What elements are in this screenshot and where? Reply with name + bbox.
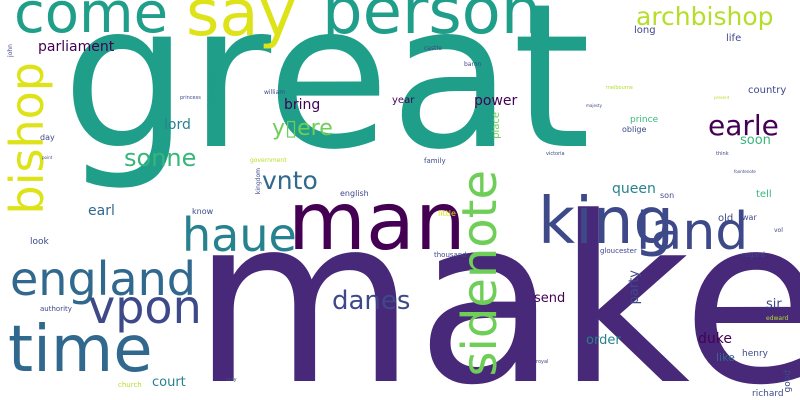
word-life: life bbox=[726, 33, 742, 44]
word-present: present bbox=[714, 95, 730, 100]
word-son: son bbox=[660, 191, 675, 200]
word-william: william bbox=[264, 89, 286, 96]
word-earle: earle bbox=[708, 109, 779, 142]
word-lord: lord bbox=[164, 117, 191, 133]
word-archbishop: archbishop bbox=[636, 2, 774, 31]
word-tell: tell bbox=[756, 189, 772, 200]
word-victoria: victoria bbox=[546, 151, 565, 157]
word-sir: sir bbox=[766, 297, 782, 312]
word-person: person bbox=[322, 0, 542, 49]
word-make: make bbox=[192, 169, 800, 400]
word-power: power bbox=[474, 93, 518, 109]
word-time: time bbox=[8, 313, 153, 387]
word-earl: earl bbox=[88, 203, 115, 219]
word-queen: queen bbox=[612, 181, 656, 197]
word-england: england bbox=[10, 252, 196, 306]
word-man: man bbox=[288, 175, 466, 268]
word-soon: soon bbox=[740, 133, 771, 148]
word-great: great bbox=[62, 0, 591, 194]
word-lady: lady bbox=[226, 377, 237, 383]
word-good: good bbox=[783, 370, 793, 393]
word-order: order bbox=[586, 333, 621, 348]
word-court: court bbox=[152, 375, 186, 390]
word-majesty: majesty bbox=[586, 103, 602, 108]
word-year: year bbox=[392, 95, 415, 106]
word-duke: duke bbox=[698, 331, 732, 347]
word-prince: prince bbox=[630, 115, 659, 125]
word-church: church bbox=[118, 381, 142, 389]
word-yere: y▯ere bbox=[272, 116, 333, 141]
word-long: long bbox=[634, 25, 656, 36]
word-send: send bbox=[534, 291, 566, 306]
word-princess: princess bbox=[180, 95, 201, 101]
word-regard: regard bbox=[742, 251, 765, 259]
word-danes: danes bbox=[332, 286, 411, 316]
word-haue: haue bbox=[182, 208, 297, 262]
word-sonne: sonne bbox=[124, 144, 197, 172]
word-come: come bbox=[14, 0, 169, 46]
word-government: government bbox=[250, 157, 287, 164]
word-kingdom: kingdom bbox=[255, 168, 262, 195]
word-like: like bbox=[716, 351, 735, 364]
word-richard: richard bbox=[752, 389, 784, 399]
word-baron: baron bbox=[464, 61, 482, 68]
word-house: house bbox=[205, 74, 218, 108]
word-know: know bbox=[192, 207, 214, 216]
word-look: look bbox=[30, 237, 49, 247]
word-edward: edward bbox=[766, 315, 789, 322]
word-castle: castle bbox=[424, 45, 442, 52]
word-point: point bbox=[42, 155, 53, 160]
word-war: war bbox=[742, 213, 757, 222]
word-little: little bbox=[438, 209, 456, 218]
word-family: family bbox=[424, 157, 446, 165]
word-king: king bbox=[538, 185, 675, 259]
word-bring: bring bbox=[284, 97, 321, 113]
word-country: country bbox=[748, 85, 787, 96]
word-sidenote: sidenote bbox=[452, 170, 508, 377]
word-land: land bbox=[636, 202, 749, 262]
word-foontenote: foontenote bbox=[734, 169, 756, 174]
word-henry: henry bbox=[742, 349, 768, 359]
word-party: party bbox=[627, 270, 642, 305]
word-john: john bbox=[7, 44, 14, 57]
word-english: english bbox=[340, 189, 369, 198]
word-royal: royal bbox=[536, 359, 549, 365]
word-day: day bbox=[40, 133, 55, 142]
word-say: say bbox=[186, 0, 297, 51]
word-think: think bbox=[716, 151, 729, 157]
word-place: place bbox=[491, 112, 502, 139]
word-thousand: thousand bbox=[434, 251, 467, 259]
word-vnto: vnto bbox=[262, 166, 318, 195]
word-oblige: oblige bbox=[622, 125, 647, 134]
word-vol: vol bbox=[774, 227, 783, 234]
word-authority: authority bbox=[40, 305, 72, 313]
word-melbourne: melbourne bbox=[606, 85, 633, 91]
word-old: old bbox=[718, 213, 734, 224]
word-gloucester: gloucester bbox=[600, 247, 637, 255]
word-vpon: vpon bbox=[88, 280, 202, 334]
word-parliament: parliament bbox=[38, 39, 115, 55]
